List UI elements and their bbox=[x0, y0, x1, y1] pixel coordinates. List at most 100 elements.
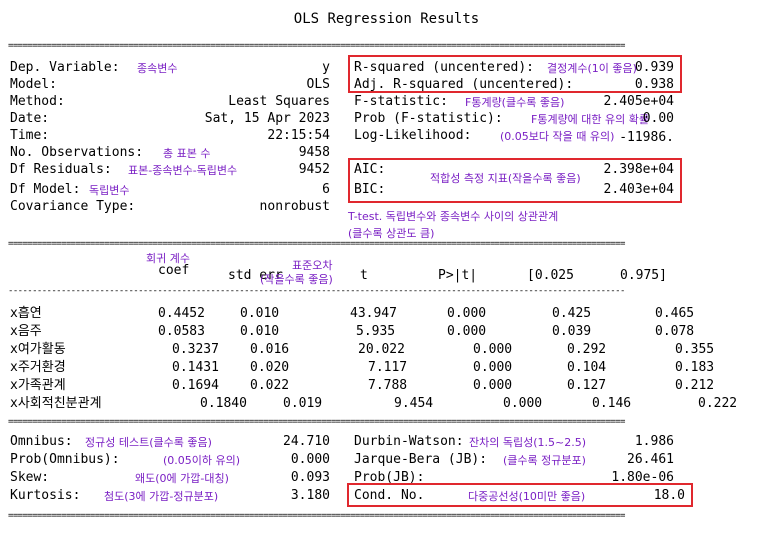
adj-r-squared-label: Adj. R-squared (uncentered): bbox=[354, 77, 574, 92]
coef-row-coef: 0.3237 bbox=[172, 342, 219, 357]
kurtosis-label: Kurtosis: bbox=[10, 488, 81, 503]
coef-row-p: 0.000 bbox=[473, 360, 513, 375]
aic-bic-note: 적합성 측정 지표(작을수록 좋음) bbox=[430, 172, 581, 185]
coef-row-p: 0.000 bbox=[447, 306, 487, 321]
coef-row-name: x음주 bbox=[10, 324, 42, 339]
coef-row-coef: 0.1840 bbox=[200, 396, 247, 411]
coef-row-t: 43.947 bbox=[350, 306, 397, 321]
log-likelihood-label: Log-Likelihood: bbox=[354, 128, 472, 143]
cond-no-value: 18.0 bbox=[653, 488, 685, 503]
prob-jb-label: Prob(JB): bbox=[354, 470, 425, 485]
r-squared-value: 0.939 bbox=[634, 60, 674, 75]
df-residuals-note: 표본-종속변수-독립변수 bbox=[128, 164, 238, 177]
prob-jb-value: 1.80e-06 bbox=[611, 470, 674, 485]
coef-row-lo: 0.292 bbox=[567, 342, 607, 357]
coef-row-name: x여가활동 bbox=[10, 342, 66, 357]
jarque-bera-label: Jarque-Bera (JB): bbox=[354, 452, 488, 467]
ttest-note-line2: (클수록 상관도 큼) bbox=[348, 227, 435, 240]
t-header: t bbox=[360, 268, 368, 283]
stderr-note-line1: 표준오차 bbox=[292, 259, 333, 272]
df-residuals-label: Df Residuals: bbox=[10, 162, 112, 177]
no-observations-value: 9458 bbox=[298, 145, 330, 160]
coef-row-lo: 0.146 bbox=[592, 396, 632, 411]
covariance-type-value: nonrobust bbox=[259, 199, 330, 214]
skew-label: Skew: bbox=[10, 470, 50, 485]
ttest-note-line1: T-test. 독립변수와 종속변수 사이의 상관관계 bbox=[348, 210, 559, 223]
aic-label: AIC: bbox=[354, 162, 386, 177]
coef-header: coef bbox=[158, 263, 190, 278]
r-squared-note: 결정계수(1이 좋음) bbox=[547, 62, 637, 75]
omnibus-value: 24.710 bbox=[283, 434, 330, 449]
coef-row-hi: 0.355 bbox=[675, 342, 715, 357]
coef-row-name: x흡연 bbox=[10, 306, 42, 321]
prob-omnibus-label: Prob(Omnibus): bbox=[10, 452, 120, 467]
r-squared-label: R-squared (uncentered): bbox=[354, 60, 535, 75]
rule-after-header: ========================================… bbox=[8, 240, 625, 249]
coef-row-hi: 0.465 bbox=[655, 306, 695, 321]
jarque-bera-note: (클수록 정규분포) bbox=[503, 454, 586, 467]
dep-variable-label: Dep. Variable: bbox=[10, 60, 120, 75]
durbin-watson-label: Durbin-Watson: bbox=[354, 434, 464, 449]
model-value: OLS bbox=[306, 77, 330, 92]
df-model-note: 독립변수 bbox=[89, 184, 130, 197]
coef-row-lo: 0.425 bbox=[552, 306, 592, 321]
coef-row-se: 0.022 bbox=[250, 378, 290, 393]
durbin-watson-note: 잔차의 독립성(1.5~2.5) bbox=[469, 436, 587, 449]
cond-no-label: Cond. No. bbox=[354, 488, 425, 503]
coef-row-lo: 0.104 bbox=[567, 360, 607, 375]
covariance-type-label: Covariance Type: bbox=[10, 199, 136, 214]
coef-row-name: x가족관계 bbox=[10, 378, 66, 393]
stderr-note-line2: (작을수록 좋음) bbox=[260, 273, 333, 286]
coef-row-name: x사회적친분관계 bbox=[10, 396, 102, 411]
aic-bic-highlight-box bbox=[348, 158, 682, 203]
coef-row-lo: 0.127 bbox=[567, 378, 607, 393]
coef-row-se: 0.016 bbox=[250, 342, 290, 357]
coef-row-p: 0.000 bbox=[473, 342, 513, 357]
coef-row-se: 0.020 bbox=[250, 360, 290, 375]
rule-bottom: ========================================… bbox=[8, 512, 625, 521]
rule-top: ========================================… bbox=[8, 42, 625, 51]
f-statistic-value: 2.405e+04 bbox=[603, 94, 674, 109]
cond-no-note: 다중공선성(10미만 좋음) bbox=[468, 490, 586, 503]
bic-label: BIC: bbox=[354, 182, 386, 197]
coef-row-coef: 0.1431 bbox=[172, 360, 219, 375]
log-likelihood-value: -11986. bbox=[619, 130, 674, 145]
jarque-bera-value: 26.461 bbox=[627, 452, 674, 467]
coef-row-p: 0.000 bbox=[447, 324, 487, 339]
date-value: Sat, 15 Apr 2023 bbox=[204, 111, 330, 126]
prob-omnibus-note: (0.05이하 유의) bbox=[163, 454, 241, 467]
coef-row-se: 0.010 bbox=[240, 306, 280, 321]
coef-row-coef: 0.4452 bbox=[158, 306, 205, 321]
coef-row-p: 0.000 bbox=[503, 396, 543, 411]
durbin-watson-value: 1.986 bbox=[634, 434, 674, 449]
bic-value: 2.403e+04 bbox=[603, 182, 674, 197]
coef-row-p: 0.000 bbox=[473, 378, 513, 393]
f-statistic-label: F-statistic: bbox=[354, 94, 448, 109]
stderr-header: std err bbox=[228, 268, 283, 283]
omnibus-note: 정규성 테스트(클수록 좋음) bbox=[85, 436, 212, 449]
coef-row-hi: 0.212 bbox=[675, 378, 715, 393]
df-model-value: 6 bbox=[322, 182, 330, 197]
coef-row-hi: 0.222 bbox=[698, 396, 738, 411]
rule-mid: ----------------------------------------… bbox=[8, 287, 625, 296]
dep-variable-note: 종속변수 bbox=[137, 62, 178, 75]
adj-r-squared-value: 0.938 bbox=[634, 77, 674, 92]
coef-row-lo: 0.039 bbox=[552, 324, 592, 339]
df-model-label: Df Model: bbox=[10, 182, 81, 197]
coef-row-t: 9.454 bbox=[394, 396, 434, 411]
coef-row-coef: 0.1694 bbox=[172, 378, 219, 393]
coef-row-hi: 0.078 bbox=[655, 324, 695, 339]
prob-omnibus-value: 0.000 bbox=[290, 452, 330, 467]
kurtosis-value: 3.180 bbox=[290, 488, 330, 503]
date-label: Date: bbox=[10, 111, 50, 126]
df-residuals-value: 9452 bbox=[298, 162, 330, 177]
method-value: Least Squares bbox=[228, 94, 330, 109]
rule-after-coefs: ========================================… bbox=[8, 418, 625, 427]
no-observations-label: No. Observations: bbox=[10, 145, 144, 160]
coef-row-hi: 0.183 bbox=[675, 360, 715, 375]
r-squared-highlight-box bbox=[348, 55, 682, 93]
prob-f-statistic-note: F통계량에 대한 유의 확률 bbox=[531, 113, 650, 126]
model-label: Model: bbox=[10, 77, 57, 92]
kurtosis-note: 첨도(3에 가깝-정규분포) bbox=[104, 490, 219, 503]
coef-row-coef: 0.0583 bbox=[158, 324, 205, 339]
